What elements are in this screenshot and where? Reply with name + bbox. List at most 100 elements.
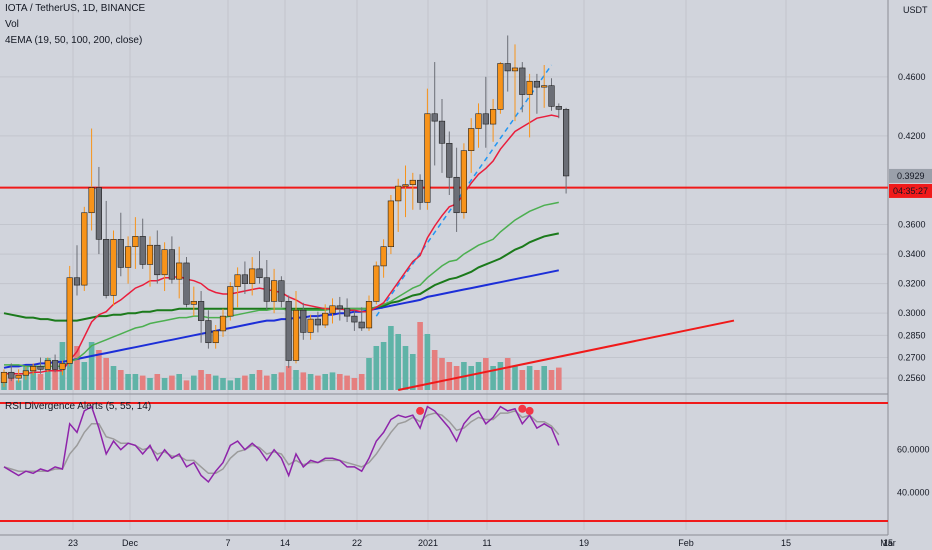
- candle-body: [176, 262, 183, 280]
- volume-bar: [45, 358, 51, 390]
- volume-bar: [242, 375, 248, 390]
- volume-bar: [52, 366, 58, 390]
- time-tick-label: 22: [352, 538, 362, 548]
- candle-body: [227, 286, 234, 317]
- price-tick-label: 0.2850: [898, 330, 926, 340]
- candle-body: [548, 85, 555, 107]
- candle-body: [504, 63, 511, 72]
- candle-body: [358, 321, 365, 329]
- candle-body: [95, 187, 102, 240]
- time-tick-label: 15: [883, 538, 893, 548]
- candle-body: [300, 309, 307, 333]
- volume-bar: [541, 366, 547, 390]
- time-tick-label: 23: [68, 538, 78, 548]
- currency-label: USDT: [903, 5, 928, 15]
- axes: 0.4600 0.4200 0.3600 0.3400 0.3200 0.3000 0.28…: [68, 5, 932, 548]
- candle-body: [212, 330, 219, 344]
- rsi-pane: [0, 402, 888, 522]
- volume-bar: [534, 370, 540, 390]
- volume-bar: [526, 366, 533, 390]
- volume-bar: [176, 374, 182, 390]
- volume-bar: [30, 370, 36, 390]
- candle-body: [219, 315, 227, 332]
- candle-body: [117, 239, 124, 268]
- volume-bar: [212, 375, 219, 390]
- symbol-title[interactable]: IOTA / TetherUS, 1D, BINANCE: [5, 3, 146, 14]
- candle-body: [37, 366, 44, 370]
- candle-body: [249, 268, 256, 284]
- rsi-alert-dot: [525, 406, 534, 415]
- ema200-line: [3, 269, 560, 369]
- price-tick-label: 0.3400: [898, 249, 926, 259]
- volume-bar: [468, 366, 474, 390]
- time-tick-label: 7: [225, 538, 230, 548]
- candle-body: [241, 274, 249, 284]
- volume-bar: [483, 358, 489, 390]
- volume-bar: [439, 358, 445, 390]
- volume-bar: [264, 375, 270, 390]
- candle-body: [446, 142, 453, 178]
- candle-body: [460, 150, 468, 214]
- candle-body: [380, 246, 387, 267]
- volume-bar: [132, 374, 139, 390]
- price-tick-label: 0.2560: [898, 373, 926, 383]
- volume-bar: [198, 370, 204, 390]
- time-tick-label: 19: [579, 538, 589, 548]
- ema-legend[interactable]: 4EMA (19, 50, 100, 200, close): [5, 35, 143, 46]
- volume-bar: [431, 350, 438, 390]
- volume-bar: [125, 374, 131, 390]
- time-tick-label: Feb: [678, 538, 694, 548]
- rsi-tick-label: 40.0000: [897, 488, 930, 498]
- candle-body: [489, 109, 497, 125]
- candle-body: [482, 113, 489, 125]
- candle-body: [511, 67, 519, 72]
- candle-body: [139, 236, 146, 265]
- candle-body: [278, 280, 285, 302]
- volume-bar: [402, 346, 409, 390]
- price-tick-label: 0.3200: [898, 279, 926, 289]
- candle-body: [270, 280, 278, 302]
- time-tick-label: 15: [781, 538, 791, 548]
- candle-body: [263, 277, 270, 302]
- volume-bar: [519, 370, 526, 390]
- rsi-legend[interactable]: RSI Divergence Alerts (5, 55, 14): [5, 401, 152, 412]
- candle-body: [438, 120, 446, 144]
- candle-body: [198, 301, 205, 321]
- candle-body: [81, 212, 88, 286]
- volume-bar: [271, 374, 277, 390]
- volume-bar: [358, 374, 365, 390]
- volume-bar: [424, 334, 431, 390]
- ema50-line: [4, 201, 559, 368]
- volume-bar: [37, 374, 44, 390]
- candle-body: [395, 185, 402, 202]
- time-tick-label: 11: [482, 538, 491, 548]
- volume-legend[interactable]: Vol: [5, 19, 19, 30]
- volume-bar: [161, 378, 168, 390]
- candle-body: [497, 63, 504, 110]
- volume-bar: [234, 378, 241, 390]
- candle-body: [132, 236, 139, 248]
- candle-body: [314, 318, 322, 326]
- time-tick-label: 14: [280, 538, 290, 548]
- candle-body: [146, 244, 154, 265]
- volume-bar: [278, 372, 285, 390]
- candle-body: [0, 371, 8, 383]
- volume-bar: [183, 380, 190, 390]
- candle-body: [431, 113, 438, 122]
- candle-body: [336, 305, 343, 310]
- countdown-tag: [889, 183, 932, 198]
- candle-body: [409, 179, 416, 185]
- candle-body: [205, 320, 212, 344]
- volume-bar: [300, 372, 307, 390]
- volume-bar: [256, 370, 263, 390]
- candle-body: [526, 80, 533, 95]
- volume-bar: [337, 374, 343, 390]
- candle-body: [424, 113, 431, 203]
- last-price-label: 0.3929: [897, 171, 925, 181]
- volume-bar: [227, 380, 234, 390]
- candle-body: [183, 262, 190, 305]
- volume-bar: [249, 374, 255, 390]
- volume-bar: [512, 366, 518, 390]
